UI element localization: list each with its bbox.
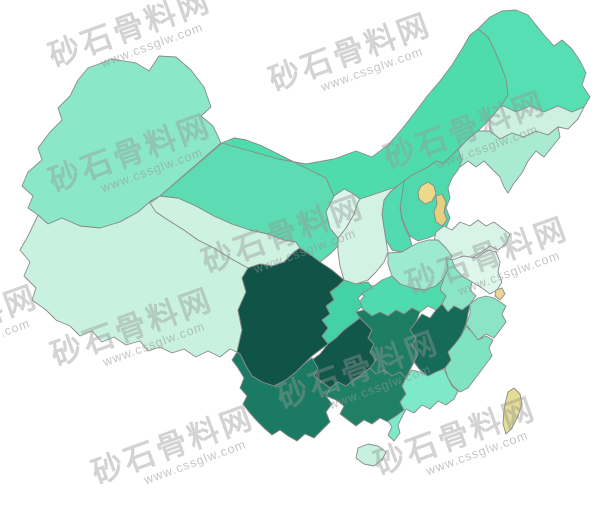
china-choropleth-map: 砂石骨料网 www.cssglw.com 砂石骨料网 www.cssglw.co… bbox=[0, 0, 591, 491]
province-liaoning[interactable] bbox=[455, 126, 561, 194]
province-tianjin[interactable] bbox=[433, 193, 448, 227]
province-yunnan[interactable] bbox=[231, 351, 333, 442]
province-ningxia[interactable] bbox=[325, 188, 361, 239]
province-heilongjiang[interactable] bbox=[477, 9, 591, 113]
china-map-canvas bbox=[19, 9, 591, 467]
province-beijing[interactable] bbox=[417, 181, 437, 205]
province-taiwan[interactable] bbox=[502, 387, 523, 435]
province-guangdong[interactable] bbox=[387, 368, 459, 442]
province-hunan[interactable] bbox=[355, 307, 421, 379]
province-hainan[interactable] bbox=[355, 443, 387, 467]
province-shanghai[interactable] bbox=[494, 287, 506, 301]
province-zhejiang[interactable] bbox=[465, 295, 507, 341]
province-fujian[interactable] bbox=[444, 325, 494, 393]
